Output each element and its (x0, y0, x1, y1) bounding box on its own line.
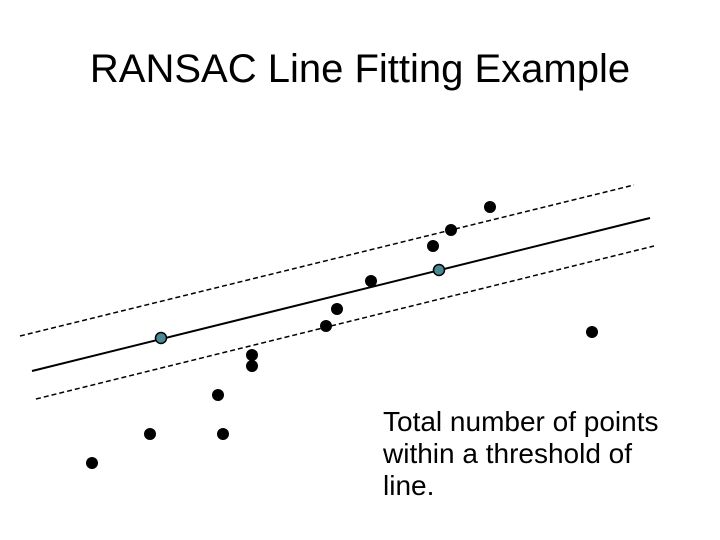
data-point (484, 201, 496, 213)
sampled-points (154, 263, 446, 345)
data-point (246, 349, 258, 361)
lower-threshold-line (35, 245, 655, 400)
sample-point (432, 263, 446, 277)
data-point (217, 428, 229, 440)
data-point (246, 360, 258, 372)
sample-point (154, 331, 168, 345)
data-point (144, 428, 156, 440)
fitted-line (31, 217, 651, 372)
data-point (427, 240, 439, 252)
data-points (86, 201, 598, 469)
data-point (365, 275, 377, 287)
data-point (86, 457, 98, 469)
data-point (331, 303, 343, 315)
data-point (586, 326, 598, 338)
slide-title: RANSAC Line Fitting Example (89, 47, 631, 91)
data-point (445, 224, 457, 236)
upper-threshold-line (19, 184, 635, 337)
data-point (212, 389, 224, 401)
data-point (320, 320, 332, 332)
caption: Total number of points within a threshol… (383, 406, 659, 501)
